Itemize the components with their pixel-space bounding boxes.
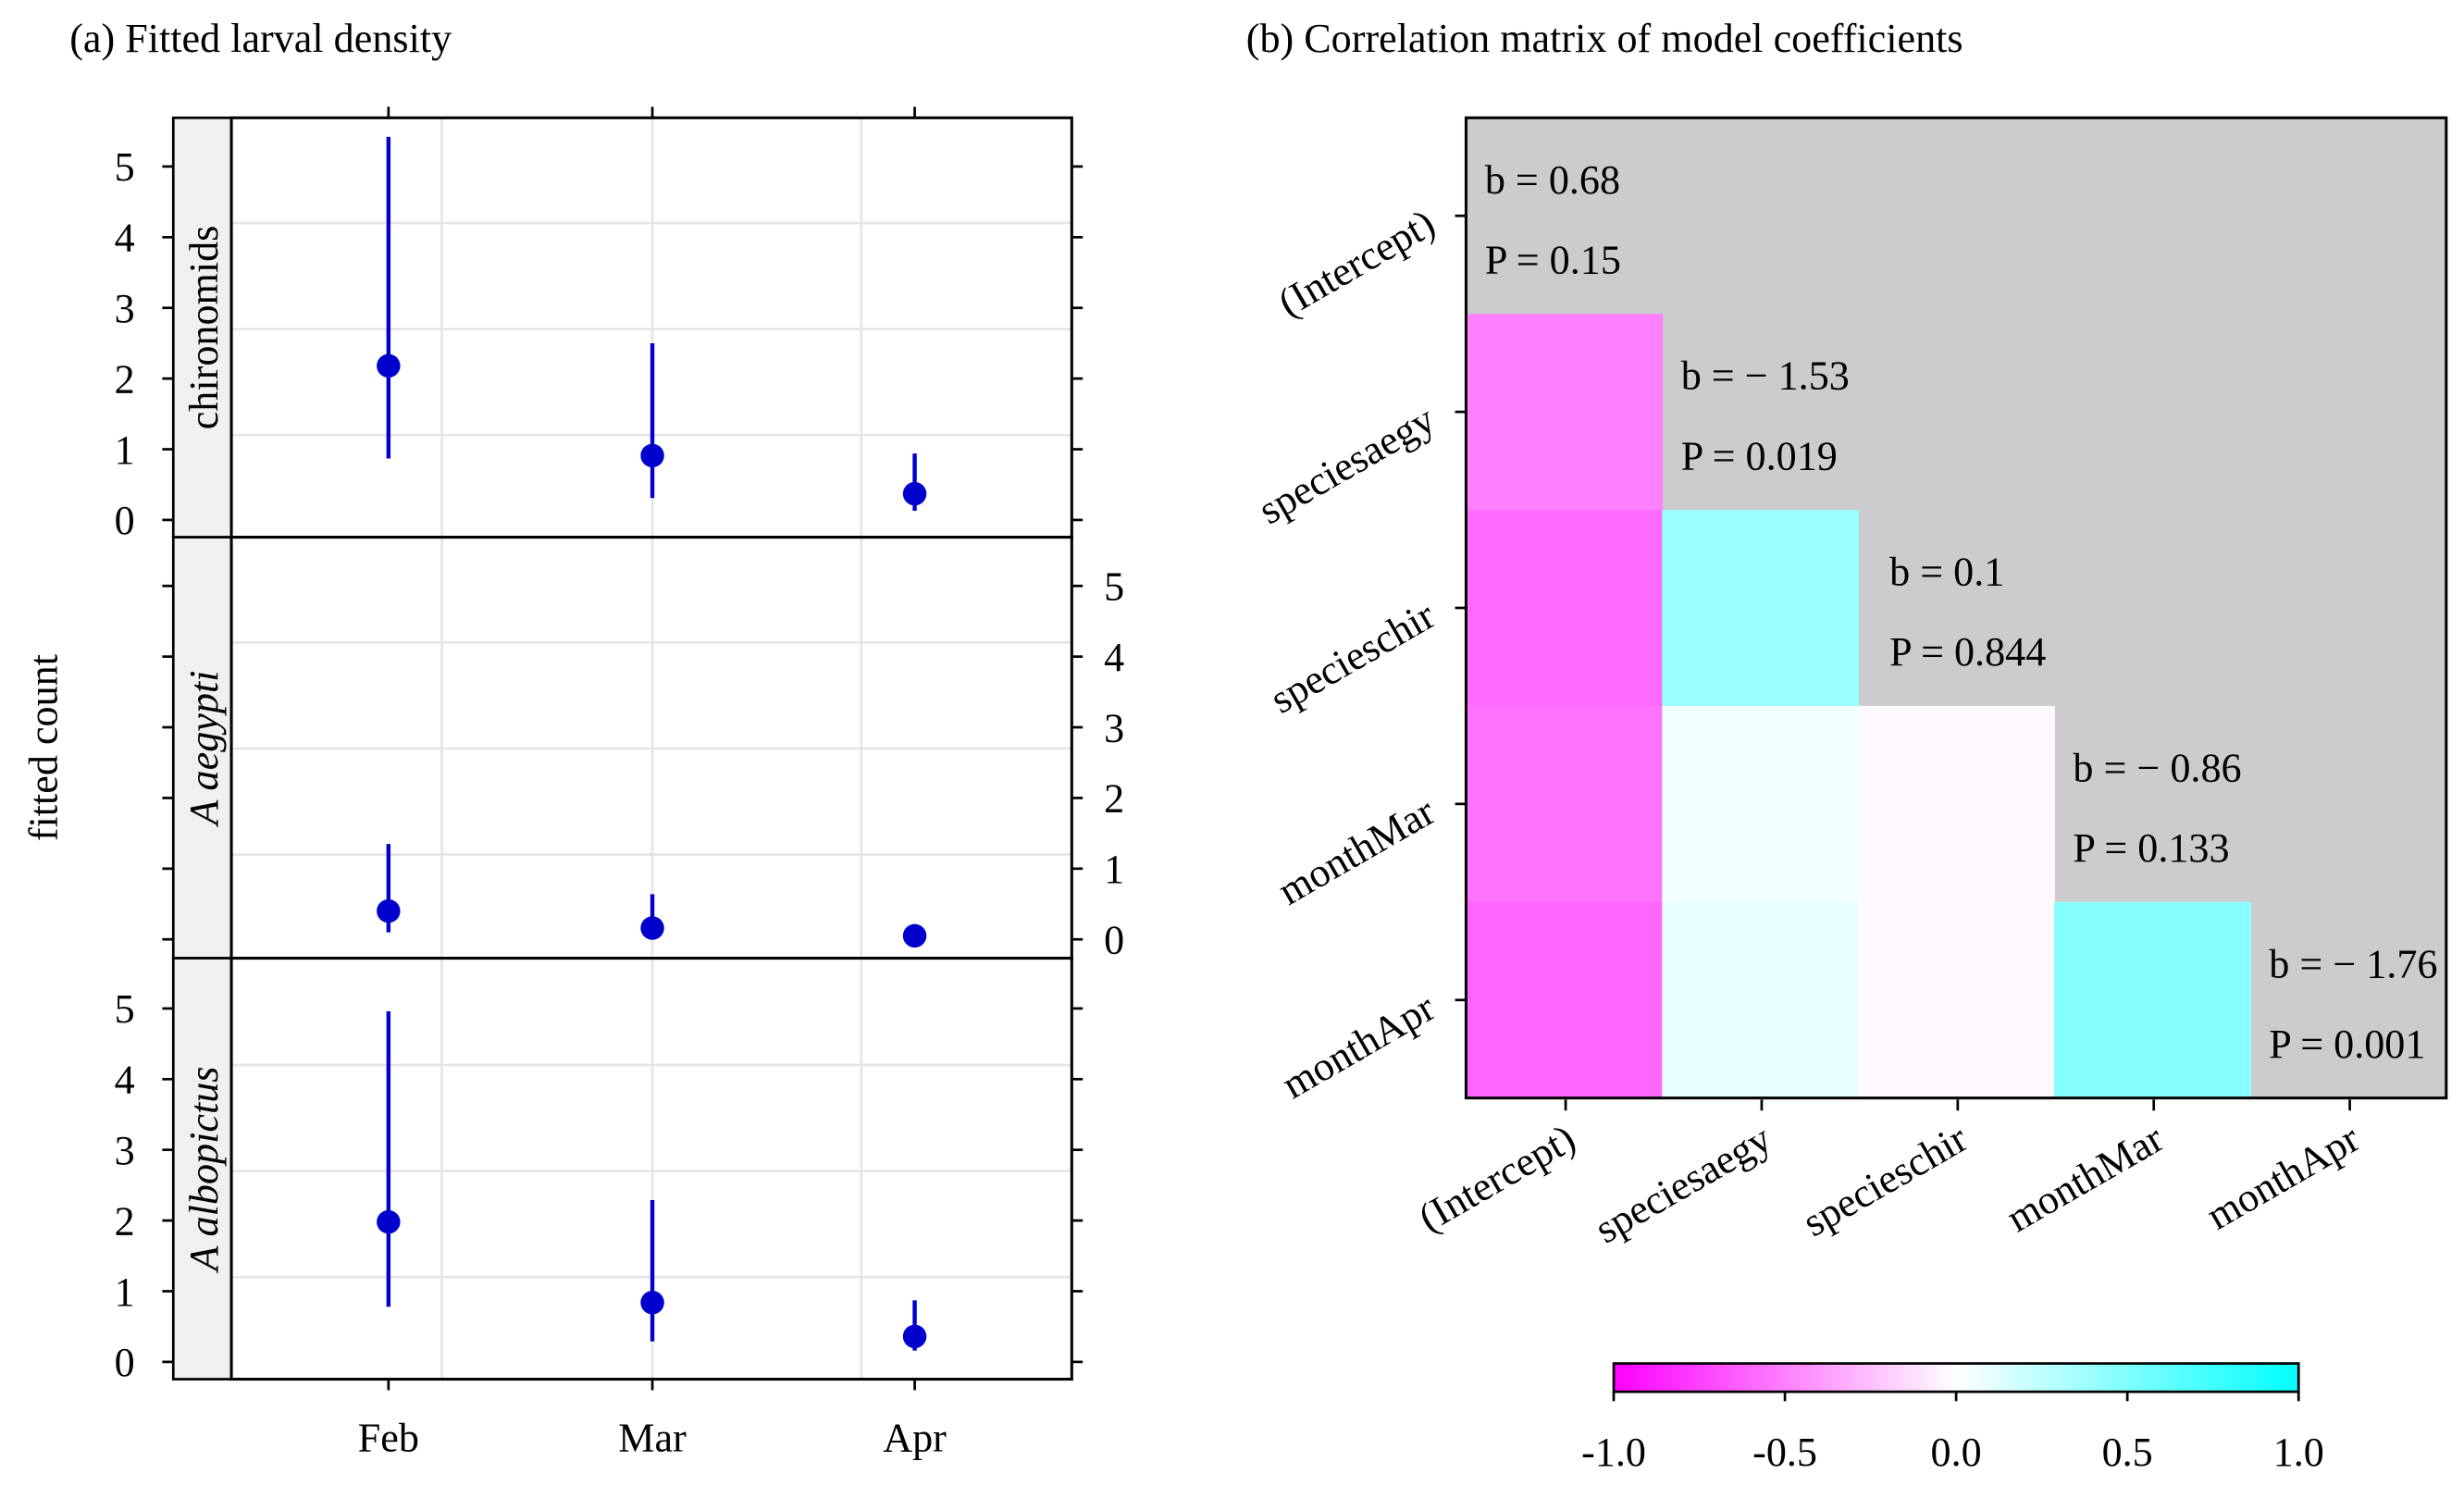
row-label: speciesaegy <box>1251 396 1442 533</box>
heatmap-cell <box>1858 705 2055 903</box>
heatmap-cell <box>1466 705 1664 903</box>
y-tick-label: 5 <box>115 144 135 190</box>
row-label: monthMar <box>1270 788 1442 914</box>
x-tick-label: Mar <box>618 1416 687 1461</box>
data-point <box>902 481 927 506</box>
strip-label: A aegypti <box>181 671 227 828</box>
y-tick-label: 3 <box>1104 705 1124 750</box>
column-label: monthApr <box>2199 1115 2368 1238</box>
p-value: P = 0.133 <box>2073 825 2229 871</box>
y-tick-label: 0 <box>1104 917 1124 962</box>
p-value: P = 0.844 <box>1889 629 2046 675</box>
y-tick-label: 2 <box>115 1198 135 1244</box>
column-label: speciesaegy <box>1588 1116 1779 1253</box>
row-label: monthApr <box>1274 984 1442 1108</box>
column-label: specieschir <box>1795 1115 1975 1245</box>
x-tick-label: Apr <box>883 1416 947 1461</box>
data-point <box>377 898 401 923</box>
panel-b-title: (b) Correlation matrix of model coeffici… <box>1246 16 1963 61</box>
panel-a: chironomids 0 1 2 3 4 5 A aegypti 0 1 2 3 4 5 A albopi… <box>115 106 1124 1461</box>
coefficient-estimate: b = 0.68 <box>1485 157 1620 203</box>
strip-label: A albopictus <box>181 1067 227 1274</box>
panel-a-title: (a) Fitted larval density <box>69 16 452 61</box>
y-tick-label: 1 <box>115 1269 135 1315</box>
colorbar-tick-label: 0.0 <box>1931 1430 1982 1475</box>
panel-b: b = 0.68 P = 0.15 b = − 1.53 P = 0.019 b = 0… <box>1251 116 2448 1475</box>
y-tick-label: 5 <box>1104 564 1124 610</box>
coefficient-estimate: b = − 1.76 <box>2269 941 2437 986</box>
row-label: specieschir <box>1263 592 1443 723</box>
column-label: monthMar <box>1999 1115 2171 1241</box>
strip-label: chironomids <box>181 226 227 430</box>
y-tick-label: 3 <box>115 1128 135 1173</box>
data-point <box>377 1209 401 1234</box>
coefficient-estimate: b = − 1.53 <box>1681 353 1850 399</box>
strip-background <box>171 957 233 1381</box>
y-tick-label: 2 <box>1104 776 1124 822</box>
y-tick-label: 5 <box>115 986 135 1032</box>
y-tick-label: 4 <box>115 216 135 261</box>
y-tick-label: 0 <box>115 1340 135 1385</box>
colorbar-tick-label: -0.5 <box>1752 1430 1817 1475</box>
heatmap-cell <box>2054 901 2251 1099</box>
colorbar <box>1612 1362 2300 1393</box>
data-point <box>902 923 927 948</box>
p-value: P = 0.001 <box>2269 1022 2425 1067</box>
row-label: (Intercept) <box>1270 200 1442 326</box>
data-point <box>902 1324 927 1349</box>
data-point <box>640 443 664 468</box>
data-point <box>640 1290 664 1315</box>
y-tick-label: 1 <box>115 427 135 473</box>
coefficient-estimate: b = − 0.86 <box>2073 745 2241 790</box>
colorbar-tick-label: 1.0 <box>2273 1430 2324 1475</box>
p-value: P = 0.15 <box>1485 237 1621 282</box>
y-tick-label: 1 <box>1104 847 1124 892</box>
y-axis-label: fitted count <box>21 654 67 841</box>
x-tick-label: Feb <box>358 1416 419 1461</box>
y-tick-label: 2 <box>115 356 135 402</box>
heatmap-cell <box>1466 314 1664 511</box>
y-tick-label: 4 <box>1104 635 1124 680</box>
data-point <box>377 353 401 378</box>
data-point <box>640 916 664 940</box>
colorbar-tick-label: 0.5 <box>2102 1430 2153 1475</box>
y-tick-label: 0 <box>115 498 135 543</box>
heatmap-cell <box>1858 901 2055 1099</box>
y-tick-label: 3 <box>115 286 135 331</box>
heatmap-cell <box>1662 901 1860 1099</box>
coefficient-estimate: b = 0.1 <box>1889 550 2004 595</box>
colorbar-tick-label: -1.0 <box>1581 1430 1646 1475</box>
column-label: (Intercept) <box>1411 1116 1583 1242</box>
p-value: P = 0.019 <box>1681 433 1838 478</box>
y-tick-label: 4 <box>115 1058 135 1103</box>
heatmap-cell <box>1662 705 1860 903</box>
heatmap-cell <box>1466 901 1664 1099</box>
heatmap-cell <box>1662 510 1860 707</box>
heatmap-cell <box>1466 510 1664 707</box>
strip-background <box>171 116 233 539</box>
